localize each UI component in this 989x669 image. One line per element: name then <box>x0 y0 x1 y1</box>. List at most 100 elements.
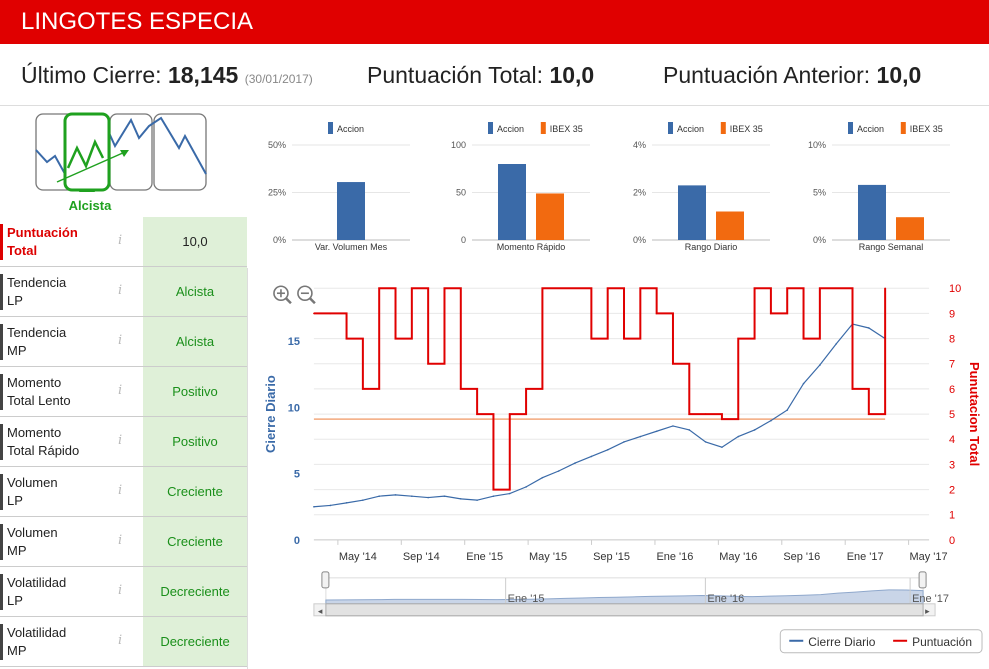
y2-tick-label: 10 <box>949 283 961 295</box>
legend-swatch <box>668 122 673 134</box>
main-line-chart: 0 1 2 3 4 5 6 7 8 9 10 0 5 10 15 Cierre Diario Punutacio… <box>247 268 983 669</box>
cierre-point <box>835 343 837 345</box>
mini-chart-2: Accion IBEX 35 0 50 100 Momento Rápido <box>451 122 590 252</box>
range-navigator[interactable]: Ene '15 Ene '16 Ene '17 <box>321 571 949 605</box>
info-icon[interactable]: i <box>118 583 123 598</box>
puntuacion-point <box>623 337 625 340</box>
info-icon[interactable]: i <box>118 483 123 498</box>
indicator-row: Puntuación Total i 10,0 <box>0 217 247 267</box>
indicator-table: Puntuación Total i 10,0 Tendencia LP i Alc… <box>0 217 247 667</box>
puntuacion-point <box>802 337 805 340</box>
indicator-row: Volumen LP i Creciente <box>0 467 247 517</box>
cierre-point <box>525 486 527 488</box>
zoom-out-icon[interactable] <box>297 285 316 305</box>
info-icon[interactable]: i <box>118 433 123 448</box>
cierre-point <box>868 327 870 329</box>
category-label: Rango Diario <box>685 242 738 252</box>
indicator-row: Tendencia MP i Alcista <box>0 317 247 367</box>
info-icon[interactable]: i <box>118 533 123 548</box>
trend-selector <box>35 112 207 192</box>
info-icon[interactable]: i <box>118 283 123 298</box>
scroll-right-icon[interactable]: ▸ <box>925 606 930 616</box>
indicator-label: Momento Total Lento <box>7 375 71 408</box>
scrollbar-thumb[interactable] <box>325 603 924 617</box>
mini-chart-3: Accion IBEX 35 0% 2% 4% Rango Diario <box>633 122 770 252</box>
x-tick-label: Ene '15 <box>466 551 503 563</box>
alcista-line-icon <box>66 138 105 170</box>
navigator-scrollbar[interactable]: ◂ ▸ <box>313 603 936 617</box>
cierre-point <box>313 505 315 508</box>
puntuacion-point <box>508 413 511 415</box>
info-icon[interactable]: i <box>118 233 123 248</box>
legend-label[interactable]: Cierre Diario <box>808 635 876 649</box>
puntuacion-point <box>459 388 462 390</box>
y-tick-label: 10 <box>288 402 300 414</box>
last-close-label: Último Cierre: <box>21 62 162 88</box>
puntuacion-point <box>639 287 642 290</box>
y-tick-label: 5% <box>813 188 826 198</box>
puntuacion-point <box>819 287 821 290</box>
indicator-label: Tendencia MP <box>7 325 67 358</box>
legend-label[interactable]: Puntuación <box>912 635 972 649</box>
cierre-point <box>427 496 429 499</box>
indicator-label: Tendencia LP <box>7 275 67 308</box>
cierre-point <box>541 476 544 479</box>
y-tick-label: 4% <box>633 140 646 150</box>
info-icon[interactable]: i <box>118 383 123 398</box>
navigator-handle-left[interactable] <box>321 571 330 589</box>
category-label: Rango Semanal <box>859 242 924 252</box>
cierre-point <box>362 499 364 501</box>
previous-score: Puntuación Anterior: 10,0 <box>663 62 921 89</box>
row-marker <box>0 424 3 460</box>
y-tick-label: 0% <box>633 235 646 245</box>
cierre-point <box>590 455 593 458</box>
legend-label: IBEX 35 <box>910 124 943 134</box>
y2-tick-label: 8 <box>949 334 955 346</box>
navigator-label: Ene '17 <box>912 593 949 605</box>
cierre-point <box>819 364 821 366</box>
legend-label: Accion <box>337 124 364 134</box>
chart-legend: Cierre Diario Puntuación <box>779 629 983 654</box>
cierre-point <box>623 441 625 443</box>
x-tick-label: Ene '17 <box>847 551 884 563</box>
last-close-value: 18,145 <box>167 62 239 88</box>
legend-label: Accion <box>857 124 884 134</box>
summary-bar: Último Cierre: 18,145 (30/01/2017) Puntu… <box>0 44 989 106</box>
cierre-point <box>329 504 332 507</box>
puntuacion-point <box>835 287 837 290</box>
bar-accion <box>337 182 365 240</box>
indicator-label: Volumen LP <box>7 475 58 508</box>
cierre-point <box>802 382 805 385</box>
y2-tick-label: 2 <box>949 485 955 497</box>
y-tick-label: 25% <box>268 188 286 198</box>
cierre-point <box>655 430 658 433</box>
y-axis-title: Cierre Diario <box>263 375 278 453</box>
cierre-point <box>557 470 560 472</box>
puntuacion-point <box>672 362 674 365</box>
bar-ibex <box>896 217 924 240</box>
legend-swatch <box>540 122 546 134</box>
cierre-point <box>786 409 789 411</box>
x-tick-label: May '14 <box>339 551 377 563</box>
trend-line-icon <box>35 116 207 177</box>
category-label: Var. Volumen Mes <box>315 242 388 252</box>
bar-ibex <box>536 193 564 240</box>
navigator-handle-right[interactable] <box>918 571 927 589</box>
y-tick-label: 100 <box>451 140 466 150</box>
cierre-point <box>459 498 462 500</box>
zoom-in-icon[interactable] <box>273 285 292 305</box>
indicator-value: Creciente <box>143 517 247 566</box>
info-icon[interactable]: i <box>118 333 123 348</box>
cierre-point <box>721 446 723 448</box>
x-tick-label: Sep '14 <box>403 551 440 563</box>
row-marker <box>0 524 3 560</box>
y-tick-label: 0% <box>273 235 286 245</box>
bar-ibex <box>716 211 744 240</box>
y2-tick-label: 6 <box>949 384 955 396</box>
y2-axis-title: Punutacion Total <box>967 362 982 466</box>
info-icon[interactable]: i <box>118 633 123 648</box>
scroll-left-icon[interactable]: ◂ <box>318 606 323 616</box>
puntuacion-point <box>557 287 560 290</box>
indicator-label: Volatilidad MP <box>7 625 67 658</box>
indicator-value: Positivo <box>143 417 247 466</box>
